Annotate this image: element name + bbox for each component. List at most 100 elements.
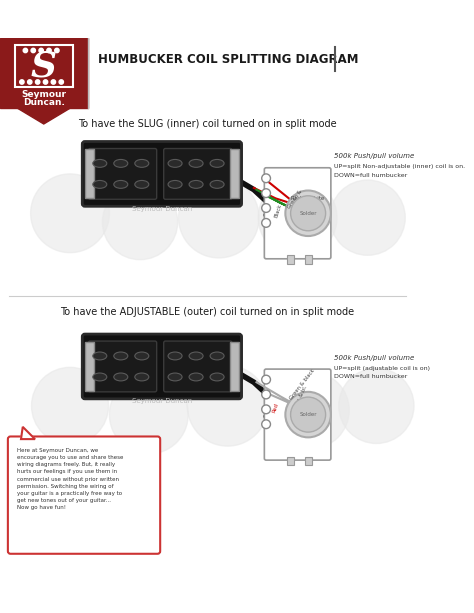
Ellipse shape: [93, 373, 107, 381]
Circle shape: [262, 218, 271, 227]
Bar: [15, 45, 73, 87]
Ellipse shape: [210, 159, 224, 167]
Text: S: S: [31, 49, 57, 83]
Text: Solder: Solder: [300, 211, 317, 216]
Ellipse shape: [189, 352, 203, 360]
Text: 500k Push/pull volume: 500k Push/pull volume: [334, 153, 415, 159]
Circle shape: [339, 368, 414, 443]
Text: Red: Red: [271, 402, 279, 413]
Text: HUMBUCKER COIL SPLITTING DIAGRAM: HUMBUCKER COIL SPLITTING DIAGRAM: [98, 53, 358, 66]
Ellipse shape: [114, 159, 128, 167]
Ellipse shape: [168, 373, 182, 381]
Circle shape: [262, 204, 271, 212]
Text: DOWN=full humbucker: DOWN=full humbucker: [334, 375, 408, 379]
Text: 500k Push/pull volume: 500k Push/pull volume: [334, 355, 415, 360]
FancyBboxPatch shape: [8, 436, 160, 554]
Circle shape: [55, 48, 59, 53]
Circle shape: [262, 390, 271, 399]
Bar: [287, 457, 294, 465]
Ellipse shape: [114, 373, 128, 381]
Circle shape: [272, 371, 349, 449]
Ellipse shape: [93, 180, 107, 188]
Polygon shape: [18, 109, 70, 124]
FancyBboxPatch shape: [82, 142, 242, 207]
Ellipse shape: [135, 159, 149, 167]
Polygon shape: [21, 427, 35, 439]
Text: To have the SLUG (inner) coil turned on in split mode: To have the SLUG (inner) coil turned on …: [78, 119, 337, 129]
Circle shape: [291, 397, 326, 432]
Text: DOWN=full humbucker: DOWN=full humbucker: [334, 173, 408, 178]
Ellipse shape: [93, 352, 107, 360]
Circle shape: [31, 48, 36, 53]
Circle shape: [27, 80, 32, 84]
Bar: [230, 150, 239, 199]
Text: UP=split Non-adjustable (inner) coil is on.: UP=split Non-adjustable (inner) coil is …: [334, 164, 465, 169]
Circle shape: [47, 48, 51, 53]
Text: Solder: Solder: [300, 412, 317, 417]
Ellipse shape: [135, 352, 149, 360]
Circle shape: [59, 80, 64, 84]
Text: Green &: Green &: [287, 189, 304, 210]
FancyBboxPatch shape: [89, 341, 157, 392]
Ellipse shape: [93, 159, 107, 167]
Ellipse shape: [135, 373, 149, 381]
Text: Duncan.: Duncan.: [23, 97, 65, 107]
Circle shape: [291, 196, 326, 230]
Bar: [305, 457, 311, 465]
Bar: [85, 342, 94, 391]
FancyBboxPatch shape: [164, 148, 232, 199]
Ellipse shape: [168, 159, 182, 167]
Ellipse shape: [135, 180, 149, 188]
Circle shape: [43, 80, 48, 84]
Circle shape: [285, 392, 331, 437]
FancyBboxPatch shape: [82, 334, 242, 399]
Ellipse shape: [210, 180, 224, 188]
Circle shape: [262, 420, 271, 428]
Bar: [85, 150, 94, 199]
Text: Green & black: Green & black: [289, 368, 316, 401]
Circle shape: [23, 48, 27, 53]
Bar: [0, 38, 88, 109]
Text: Black: Black: [274, 204, 283, 219]
Circle shape: [102, 185, 178, 260]
Circle shape: [285, 191, 331, 236]
Text: Red & white: Red & white: [292, 196, 325, 201]
Bar: [287, 255, 294, 264]
FancyBboxPatch shape: [264, 168, 331, 259]
Text: Seymour Duncan: Seymour Duncan: [132, 398, 192, 405]
Circle shape: [20, 80, 24, 84]
Bar: [230, 342, 239, 391]
Circle shape: [262, 174, 271, 183]
FancyBboxPatch shape: [164, 341, 232, 392]
Ellipse shape: [189, 373, 203, 381]
Circle shape: [31, 367, 109, 444]
Circle shape: [31, 174, 109, 253]
Ellipse shape: [210, 373, 224, 381]
Bar: [305, 255, 311, 264]
FancyBboxPatch shape: [89, 148, 157, 199]
Circle shape: [109, 375, 188, 454]
Circle shape: [187, 365, 268, 446]
Ellipse shape: [114, 180, 128, 188]
Circle shape: [262, 189, 271, 197]
Circle shape: [179, 177, 259, 258]
Circle shape: [51, 80, 55, 84]
Circle shape: [262, 405, 271, 414]
Circle shape: [262, 375, 271, 384]
FancyBboxPatch shape: [264, 369, 331, 460]
Ellipse shape: [114, 352, 128, 360]
Circle shape: [39, 48, 43, 53]
Text: Here at Seymour Duncan, we
encourage you to use and share these
wiring diagrams : Here at Seymour Duncan, we encourage you…: [17, 448, 123, 511]
Text: White & bl.: White & bl.: [292, 384, 309, 413]
Text: Seymour: Seymour: [21, 89, 66, 99]
Ellipse shape: [168, 352, 182, 360]
Circle shape: [258, 178, 337, 257]
Circle shape: [36, 80, 40, 84]
Ellipse shape: [189, 159, 203, 167]
Text: To have the ADJUSTABLE (outer) coil turned on in split mode: To have the ADJUSTABLE (outer) coil turn…: [60, 307, 355, 317]
Ellipse shape: [168, 180, 182, 188]
Ellipse shape: [189, 180, 203, 188]
Ellipse shape: [210, 352, 224, 360]
Circle shape: [330, 180, 405, 255]
Text: Seymour Duncan: Seymour Duncan: [132, 206, 192, 212]
